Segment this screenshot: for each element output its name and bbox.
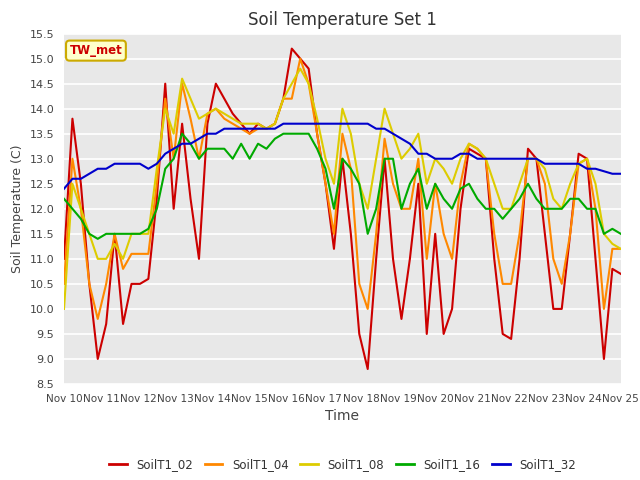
- X-axis label: Time: Time: [325, 409, 360, 423]
- Y-axis label: Soil Temperature (C): Soil Temperature (C): [11, 144, 24, 273]
- Text: TW_met: TW_met: [70, 44, 122, 57]
- Title: Soil Temperature Set 1: Soil Temperature Set 1: [248, 11, 437, 29]
- Legend: SoilT1_02, SoilT1_04, SoilT1_08, SoilT1_16, SoilT1_32: SoilT1_02, SoilT1_04, SoilT1_08, SoilT1_…: [104, 454, 580, 476]
